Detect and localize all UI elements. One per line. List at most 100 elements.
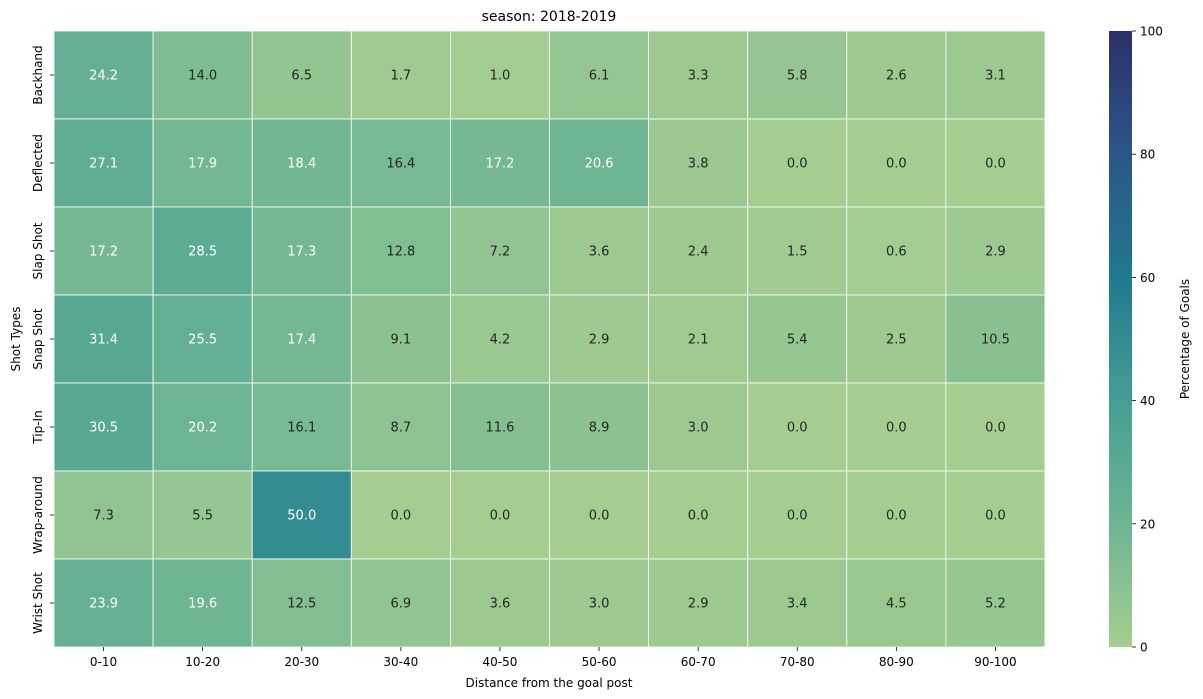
heatmap-cell [449, 206, 550, 296]
heatmap-cell [251, 30, 352, 120]
heatmap-cell [251, 206, 352, 296]
cell-value-label: 25.5 [188, 333, 217, 348]
x-tick-label: 30-40 [383, 655, 418, 669]
heatmap-cell [648, 558, 749, 648]
heatmap-cell [747, 118, 848, 208]
heatmap-cell [945, 118, 1046, 208]
cell-value-label: 0.0 [886, 157, 907, 172]
cell-value-label: 17.9 [188, 157, 217, 172]
heatmap-cell [846, 118, 947, 208]
cell-value-label: 0.0 [391, 509, 412, 524]
heatmap-cell [846, 294, 947, 384]
colorbar-tick-label: 20 [1140, 517, 1155, 531]
cell-value-label: 4.5 [886, 597, 907, 612]
cell-value-label: 20.2 [188, 421, 217, 436]
heatmap-cell [648, 382, 749, 472]
cell-value-label: 6.1 [589, 69, 610, 84]
cell-value-label: 6.5 [291, 69, 312, 84]
cell-value-label: 11.6 [485, 421, 514, 436]
cell-value-label: 10.5 [981, 333, 1010, 348]
colorbar-tick-label: 40 [1140, 394, 1155, 408]
cell-value-label: 8.7 [391, 421, 412, 436]
x-tick-label: 20-30 [284, 655, 319, 669]
heatmap-cell [945, 206, 1046, 296]
cell-value-label: 3.6 [589, 245, 610, 260]
y-axis-ticks: Backhand Deflected Slap Shot Snap Shot Tip-I… [31, 45, 54, 634]
y-tick-label: Backhand [31, 45, 45, 104]
cell-value-label: 17.3 [287, 245, 316, 260]
heatmap-cell [549, 558, 649, 648]
cell-value-label: 16.4 [386, 157, 415, 172]
cell-value-label: 31.4 [89, 333, 118, 348]
x-tick-label: 90-100 [974, 655, 1017, 669]
heatmap-cell [53, 206, 154, 296]
x-axis-ticks: 0-10 10-20 20-30 30-40 40-50 50-60 60-70 70-80 8… [90, 647, 1017, 669]
heatmap-cell [251, 118, 352, 208]
cell-value-label: 27.1 [89, 157, 118, 172]
heatmap-cell [449, 30, 550, 120]
cell-value-label: 2.9 [985, 245, 1006, 260]
cell-value-label: 0.0 [787, 509, 808, 524]
colorbar-tick-label: 100 [1140, 25, 1163, 39]
colorbar [1109, 31, 1132, 647]
heatmap-cell [152, 558, 253, 648]
heatmap-cell [648, 206, 749, 296]
colorbar-tick-label: 60 [1140, 271, 1155, 285]
heatmap-cell [945, 558, 1046, 648]
x-tick-label: 40-50 [483, 655, 518, 669]
cell-value-label: 5.2 [985, 597, 1006, 612]
cell-value-label: 30.5 [89, 421, 118, 436]
cell-value-label: 7.2 [490, 245, 511, 260]
x-tick-label: 0-10 [90, 655, 117, 669]
cell-value-label: 3.4 [787, 597, 808, 612]
cell-value-label: 2.4 [688, 245, 709, 260]
cell-value-label: 0.0 [886, 421, 907, 436]
cell-value-label: 2.6 [886, 69, 907, 84]
heatmap-cell [549, 118, 649, 208]
cell-value-label: 3.8 [688, 157, 709, 172]
cell-value-label: 18.4 [287, 157, 316, 172]
cell-value-label: 3.0 [688, 421, 709, 436]
cell-value-label: 3.3 [688, 69, 709, 84]
cell-value-label: 12.8 [386, 245, 415, 260]
heatmap-cell [945, 294, 1046, 384]
heatmap-cell [53, 294, 154, 384]
cell-value-label: 17.4 [287, 333, 316, 348]
cell-value-label: 50.0 [287, 509, 316, 524]
cell-value-label: 5.4 [787, 333, 808, 348]
x-tick-label: 80-90 [879, 655, 914, 669]
colorbar-tick-label: 80 [1140, 148, 1155, 162]
cell-value-label: 0.0 [589, 509, 610, 524]
heatmap-cell [945, 382, 1046, 472]
cell-value-label: 24.2 [89, 69, 118, 84]
heatmap-cell [350, 30, 451, 120]
cell-value-label: 8.9 [589, 421, 610, 436]
cell-value-label: 14.0 [188, 69, 217, 84]
heatmap-cell [251, 382, 352, 472]
cell-value-label: 5.8 [787, 69, 808, 84]
heatmap-cell [350, 558, 451, 648]
cell-value-label: 19.6 [188, 597, 217, 612]
heatmap-cell [53, 558, 154, 648]
heatmap-cell [449, 118, 550, 208]
cell-value-label: 16.1 [287, 421, 316, 436]
heatmap-cell [945, 30, 1046, 120]
cell-value-label: 2.9 [589, 333, 610, 348]
cell-value-label: 0.0 [985, 157, 1006, 172]
heatmap-cell [549, 470, 649, 560]
cell-value-label: 0.6 [886, 245, 907, 260]
heatmap-cell [846, 382, 947, 472]
cell-value-label: 9.1 [391, 333, 412, 348]
y-tick-label: Wrap-around [31, 476, 45, 554]
x-tick-label: 50-60 [582, 655, 617, 669]
cell-value-label: 0.0 [787, 421, 808, 436]
cell-value-label: 1.7 [391, 69, 412, 84]
cell-value-label: 0.0 [985, 509, 1006, 524]
heatmap-cell [350, 470, 451, 560]
cell-value-label: 6.9 [391, 597, 412, 612]
cell-value-label: 2.5 [886, 333, 907, 348]
heatmap-cell [549, 382, 649, 472]
heatmap-cell [846, 206, 947, 296]
cell-value-label: 12.5 [287, 597, 316, 612]
